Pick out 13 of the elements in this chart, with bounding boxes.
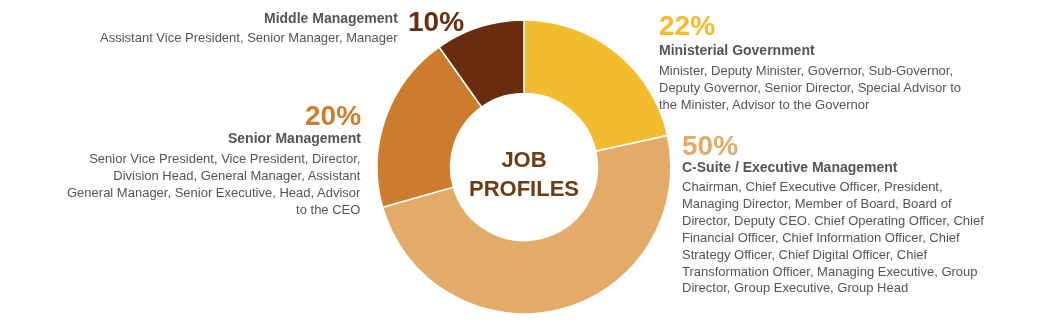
data-label: 10% [408,6,465,37]
data-label: 22% [659,10,716,41]
slice-label: Middle Management [264,10,399,26]
text: Assistant Vice President, Senior Manager, Manager [100,30,399,45]
text: Minister, Deputy Minister, Governor, Sub-Governor, Deputy Governor, Senior Director, Special Advisor to the Minister, Advisor to the Governor [659,63,962,112]
slice-label: Senior Management [228,130,362,146]
text: Chairman, Chief Executive Officer, President, Managing Director, Member of Board, Board of Director, Deputy CEO. Chief Operating Officer, Chief Financial Officer, Chief Information Officer, Chief Strategy Officer, Chief Digital Officer, Chief Transformation Officer, Managing Executive, Group Director, Group Executive, Group Head [682,179,985,296]
slice-label: C-Suite / Executive Management [682,159,898,175]
text: Senior Vice President, Vice President, Director, Division Head, General Manager, Assistant General Manager, Senior Executive, Head, Advisor to the CEO [67,151,362,217]
text: JOB PROFILES [468,147,580,201]
slice-label: Ministerial Government [659,42,815,58]
data-label: 20% [305,100,362,131]
data-label: 50% [682,130,739,161]
